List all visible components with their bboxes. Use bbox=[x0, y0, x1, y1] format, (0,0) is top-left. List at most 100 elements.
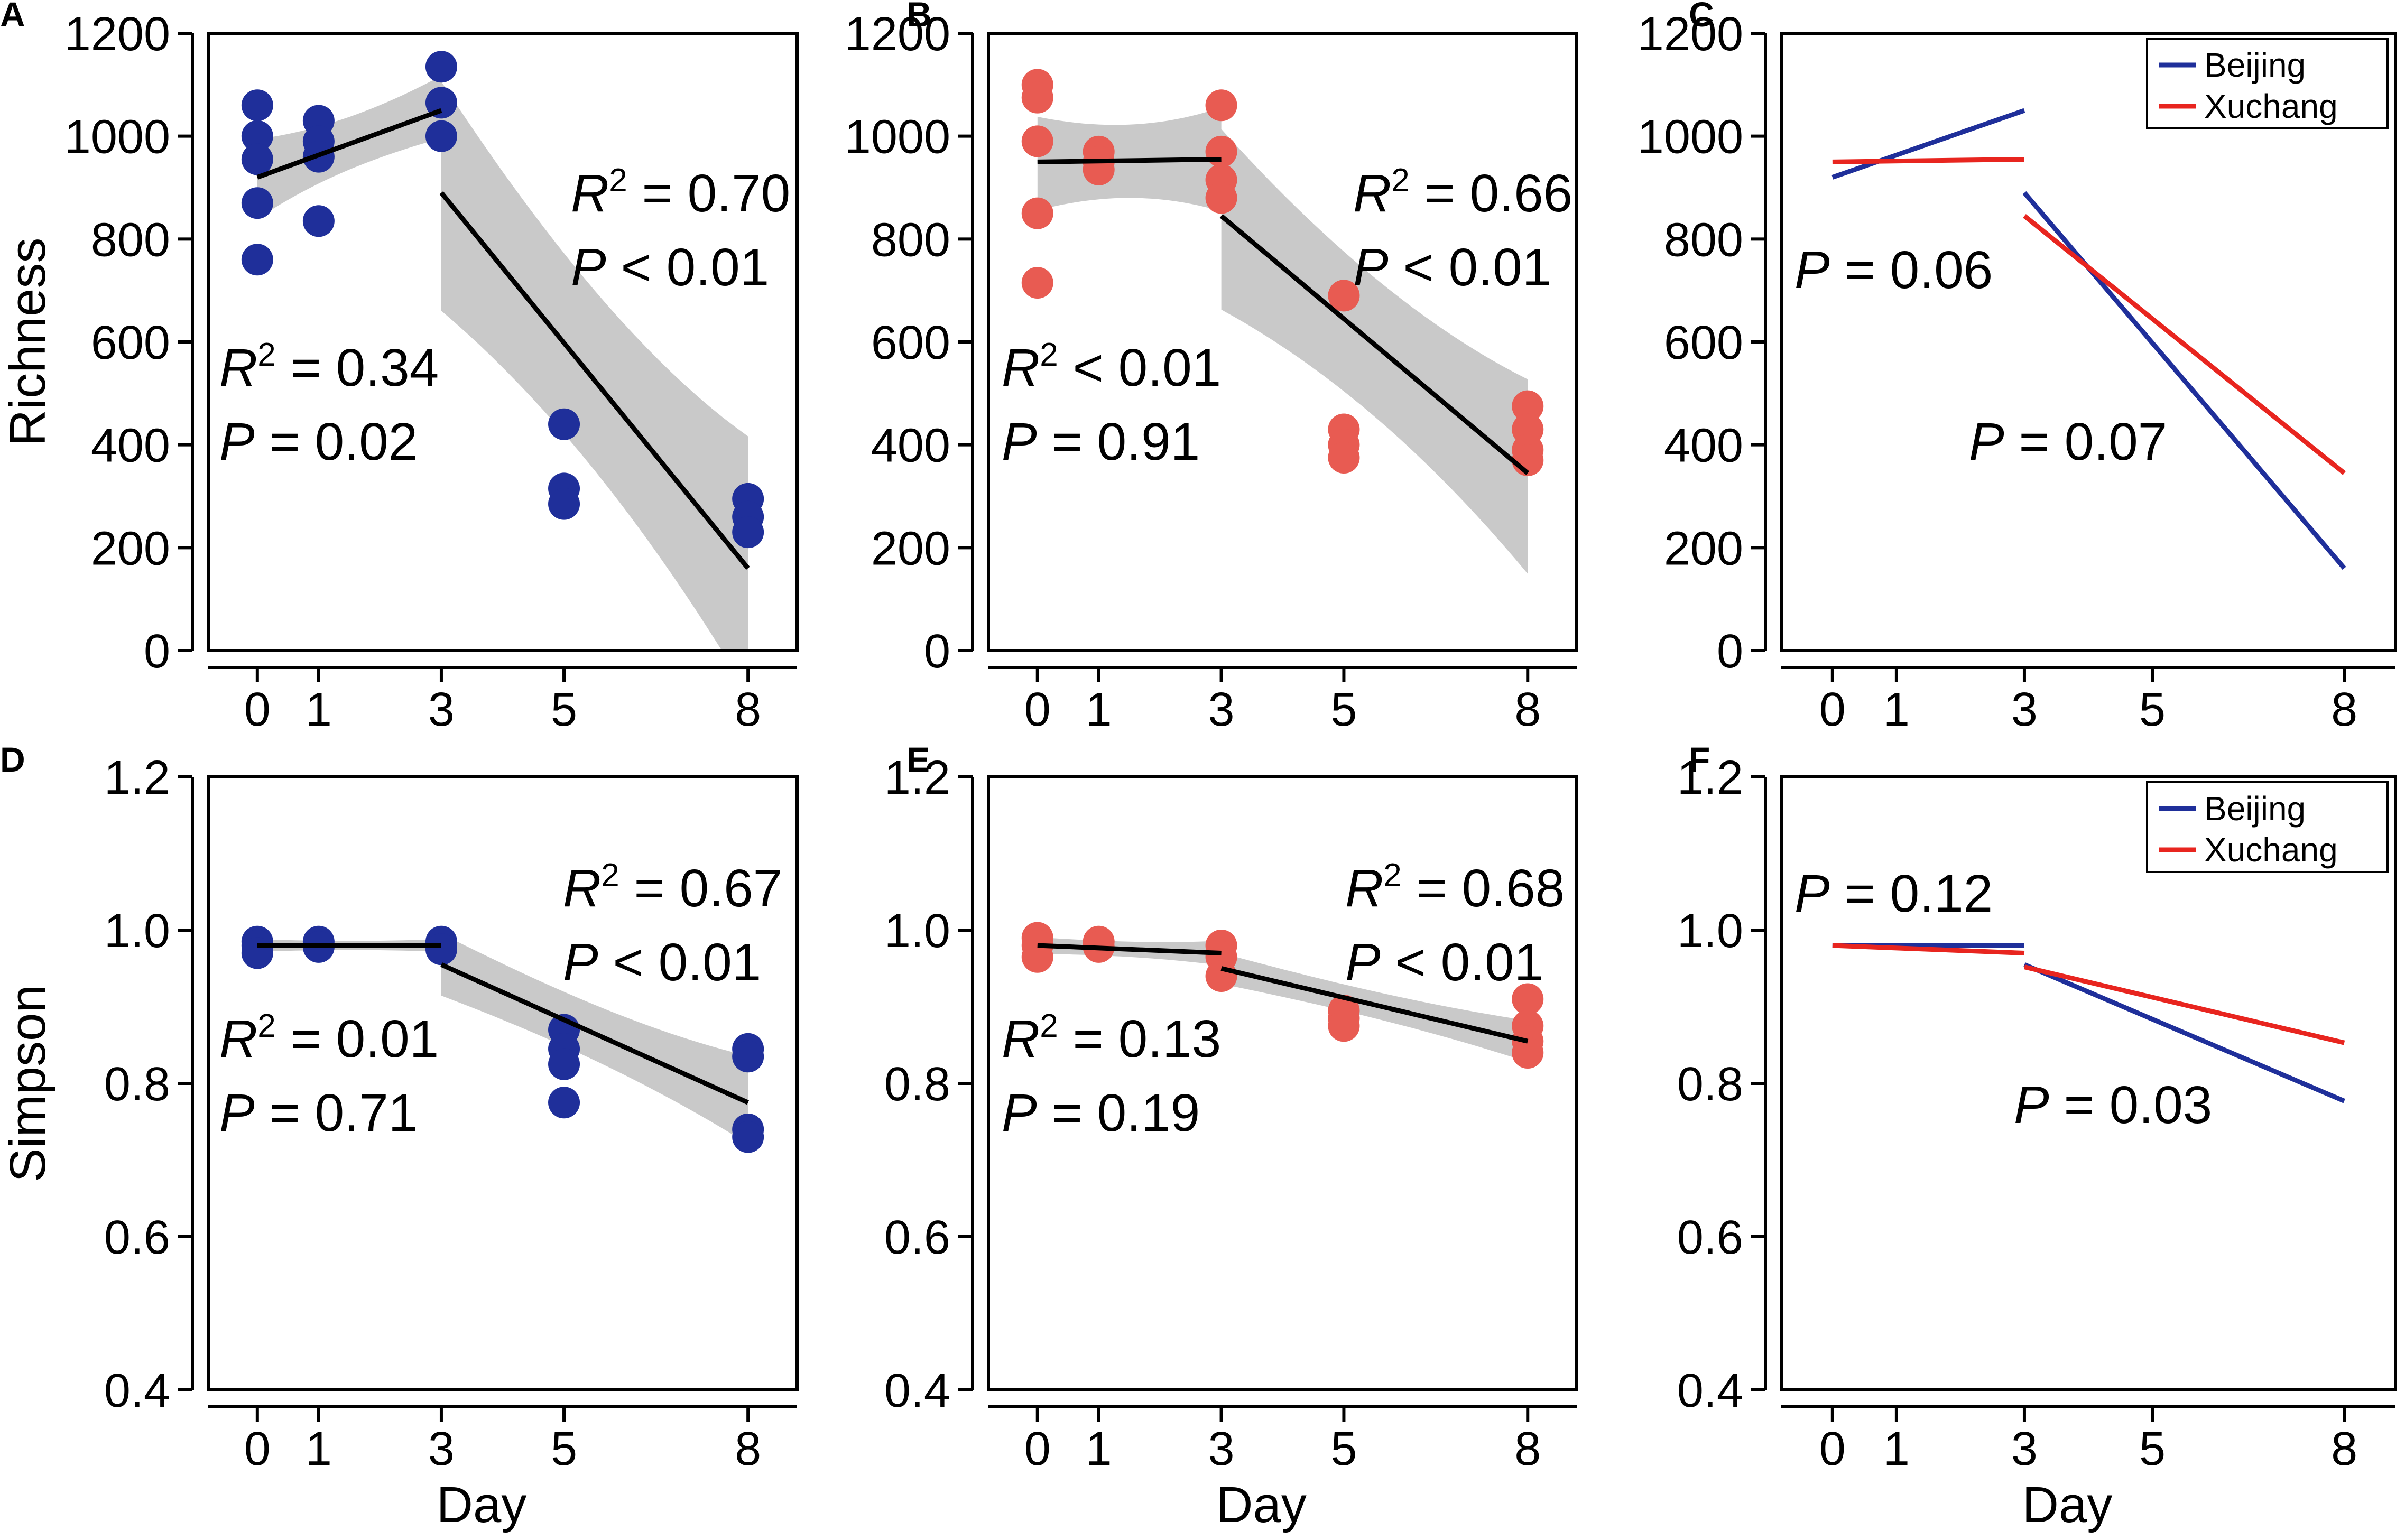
p-value-label: P = 0.07 bbox=[1969, 412, 2167, 471]
x-tick-label: 8 bbox=[735, 683, 761, 736]
stat-annotation: R2 < 0.01 P = 0.91 bbox=[1002, 337, 1221, 471]
p-value-label: P = 0.19 bbox=[1002, 1083, 1200, 1143]
x-tick-label: 0 bbox=[1819, 683, 1846, 736]
fit-line-xuchang bbox=[2023, 964, 2345, 1045]
x-tick-label: 5 bbox=[1330, 683, 1357, 736]
y-axis-title: Simpson bbox=[0, 985, 56, 1182]
y-tick-label: 600 bbox=[1664, 317, 1743, 369]
confidence-band bbox=[1221, 953, 1528, 1062]
y-tick-label: 1.2 bbox=[104, 752, 170, 804]
data-point-beijing bbox=[732, 1121, 764, 1153]
r-squared-label: R2 < 0.01 bbox=[1002, 337, 1221, 397]
data-point-beijing bbox=[425, 87, 457, 119]
data-point-beijing bbox=[425, 120, 457, 152]
data-point-xuchang bbox=[1205, 135, 1237, 168]
x-tick-label: 5 bbox=[551, 683, 577, 736]
x-tick-label: 8 bbox=[1514, 683, 1541, 736]
x-axis-title: Day bbox=[437, 1477, 527, 1533]
regression-line bbox=[439, 191, 750, 570]
data-point-beijing bbox=[302, 205, 335, 237]
confidence-band bbox=[1221, 129, 1528, 574]
y-tick-label: 1.2 bbox=[1677, 752, 1743, 804]
regression-line bbox=[256, 108, 442, 180]
data-point-beijing bbox=[548, 1087, 580, 1119]
y-tick-label: 1.0 bbox=[1677, 905, 1743, 958]
y-tick-label: 0.8 bbox=[1677, 1058, 1743, 1111]
x-tick-label: 8 bbox=[1514, 1423, 1541, 1476]
y-tick-label: 0.6 bbox=[1677, 1211, 1743, 1264]
r-squared-label: R2 = 0.34 bbox=[219, 337, 439, 397]
data-point-xuchang bbox=[1021, 267, 1053, 299]
data-point-beijing bbox=[732, 1041, 764, 1073]
fit-line-beijing bbox=[1832, 108, 2025, 180]
y-tick-label: 1000 bbox=[845, 111, 950, 164]
x-tick-label: 5 bbox=[2139, 1423, 2166, 1476]
x-tick-label: 3 bbox=[428, 683, 455, 736]
regression-line bbox=[1220, 966, 1529, 1044]
p-value-label: P = 0.71 bbox=[219, 1083, 418, 1143]
stat-annotation: P = 0.12 bbox=[1794, 864, 1993, 923]
y-tick-label: 0.4 bbox=[104, 1365, 170, 1417]
x-tick-label: 3 bbox=[1208, 683, 1235, 736]
plot-frame bbox=[987, 775, 1578, 1391]
data-point-beijing bbox=[548, 408, 580, 440]
r-squared-label: R2 = 0.13 bbox=[1002, 1008, 1221, 1069]
x-tick-label: 3 bbox=[2011, 683, 2038, 736]
y-tick-label: 200 bbox=[91, 522, 170, 575]
x-tick-label: 1 bbox=[1086, 1423, 1112, 1476]
data-point-xuchang bbox=[1021, 125, 1053, 157]
x-tick-label: 0 bbox=[1024, 1423, 1051, 1476]
y-tick-label: 200 bbox=[871, 522, 950, 575]
panel-d: D 0.4 0.6 0.8 1.0 1.2 0 1 3 5 8 Simpson Day R2 = 0.01… bbox=[0, 740, 799, 1533]
x-tick-label: 1 bbox=[306, 683, 332, 736]
x-tick-label: 0 bbox=[1024, 683, 1051, 736]
panel-letter: D bbox=[0, 740, 25, 779]
stat-annotation: R2 = 0.68 P < 0.01 bbox=[1345, 857, 1565, 992]
r-squared-label: R2 = 0.67 bbox=[563, 857, 782, 918]
data-point-xuchang bbox=[1328, 1010, 1360, 1042]
stat-annotation: R2 = 0.34 P = 0.02 bbox=[219, 337, 439, 471]
p-value-label: P < 0.01 bbox=[563, 933, 761, 992]
y-tick-label: 1000 bbox=[64, 111, 170, 164]
y-tick-label: 400 bbox=[1664, 420, 1743, 472]
data-point-beijing bbox=[241, 937, 273, 969]
regression-line bbox=[1037, 156, 1222, 164]
data-point-beijing bbox=[732, 516, 764, 549]
fit-line-xuchang bbox=[2023, 214, 2346, 475]
x-tick-label: 5 bbox=[2139, 683, 2166, 736]
legend-label-xuchang: Xuchang bbox=[2204, 831, 2338, 869]
y-tick-label: 0.8 bbox=[104, 1058, 170, 1111]
stat-annotation: P = 0.03 bbox=[2014, 1075, 2212, 1135]
y-tick-label: 0.4 bbox=[884, 1365, 950, 1417]
confidence-band bbox=[441, 81, 748, 651]
p-value-label: P = 0.12 bbox=[1794, 864, 1993, 923]
data-point-xuchang bbox=[1021, 197, 1053, 229]
y-tick-label: 1.0 bbox=[104, 905, 170, 958]
r-squared-label: R2 = 0.01 bbox=[219, 1008, 439, 1069]
stat-annotation: P = 0.07 bbox=[1969, 412, 2167, 471]
legend-label-beijing: Beijing bbox=[2204, 46, 2306, 84]
r-squared-label: R2 = 0.70 bbox=[571, 162, 790, 223]
fit-line-xuchang bbox=[1832, 943, 2025, 955]
x-tick-label: 1 bbox=[1086, 683, 1112, 736]
stat-annotation: R2 = 0.70 P < 0.01 bbox=[571, 162, 790, 297]
data-point-beijing bbox=[425, 933, 457, 966]
x-tick-label: 3 bbox=[428, 1423, 455, 1476]
panel-letter: E bbox=[906, 740, 930, 779]
y-tick-label: 1000 bbox=[1638, 111, 1743, 164]
plot-frame bbox=[207, 32, 799, 652]
p-value-label: P = 0.06 bbox=[1794, 240, 1993, 300]
stat-annotation: P = 0.06 bbox=[1794, 240, 1993, 300]
p-value-label: P < 0.01 bbox=[571, 238, 769, 297]
panel-f: F 0.4 0.6 0.8 1.0 1.2 0 1 3 5 8 Day P = 0.12 P = 0.03… bbox=[1677, 740, 2397, 1533]
y-tick-label: 0 bbox=[144, 625, 170, 678]
y-axis-title: Richness bbox=[0, 238, 56, 447]
panel-letter: C bbox=[1689, 0, 1714, 34]
plot-frame bbox=[1780, 32, 2397, 652]
p-value-label: P = 0.02 bbox=[219, 412, 418, 471]
y-tick-label: 1.0 bbox=[884, 905, 950, 958]
